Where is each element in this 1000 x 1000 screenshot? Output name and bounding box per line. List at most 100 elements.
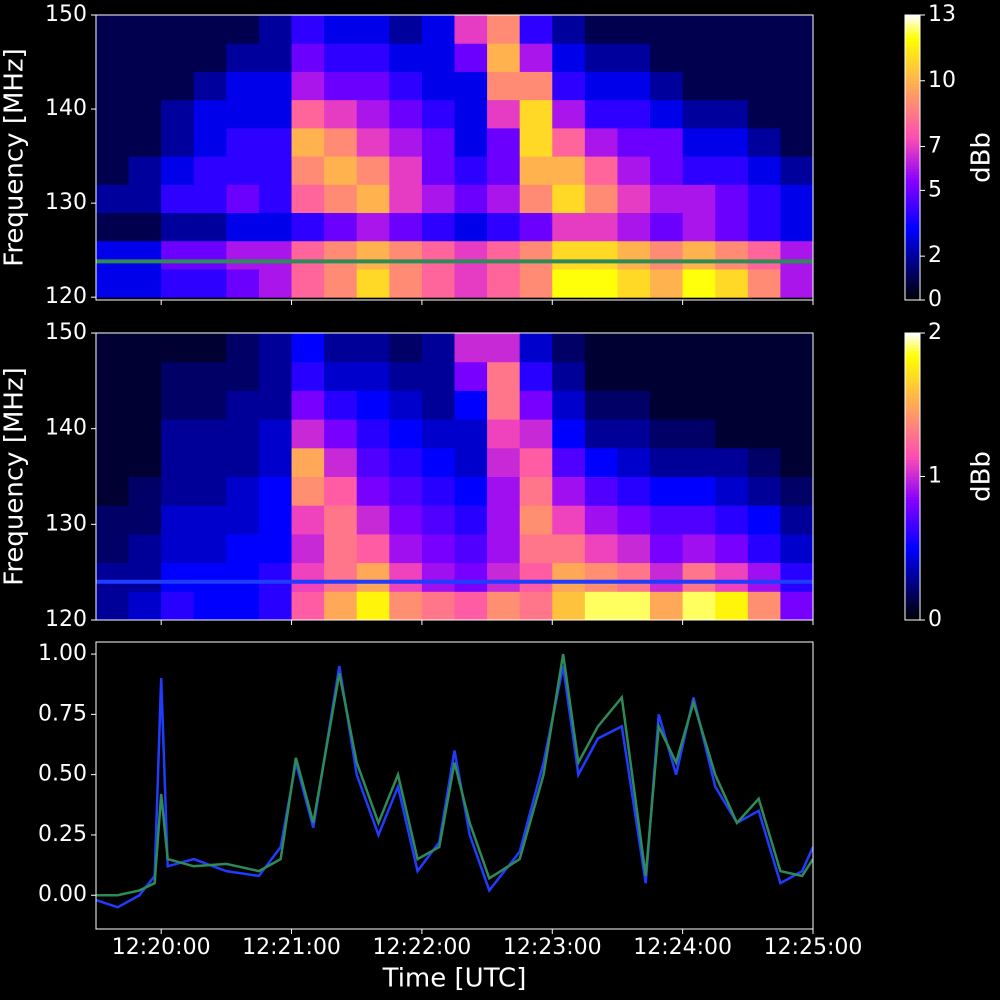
heat-cell (324, 419, 358, 449)
colorbar-step (905, 257, 920, 261)
heat-cell (454, 476, 488, 506)
heat-cell (421, 268, 455, 298)
heat-cell (780, 447, 813, 477)
heat-cell (193, 361, 227, 391)
heat-cell (650, 562, 684, 592)
colorbar-step (905, 211, 920, 215)
heat-cell (650, 15, 684, 44)
heat-cell (258, 43, 293, 72)
colorbar-step (905, 444, 920, 449)
heat-cell (650, 127, 684, 157)
colorbar-step (905, 482, 920, 486)
heat-cell (747, 43, 781, 72)
heat-cell (356, 333, 390, 363)
colorbar-step (905, 23, 920, 27)
y-tick-label: 140 (45, 416, 87, 441)
colorbar-step (905, 459, 920, 463)
heat-cell (96, 476, 130, 506)
colorbar-step (905, 63, 920, 67)
heat-cell (747, 15, 781, 44)
heat-cell (389, 127, 423, 157)
heat-cell (96, 361, 130, 391)
heat-cell (454, 591, 488, 620)
heat-cell (747, 184, 781, 214)
heat-cell (519, 156, 553, 185)
heat-cell (617, 390, 651, 420)
colorbar-step (905, 109, 920, 113)
colorbar-step (905, 333, 920, 337)
heat-cell (747, 505, 781, 535)
heat-cell (96, 156, 130, 185)
heat-cell (421, 533, 455, 564)
heat-cell (487, 268, 521, 298)
heat-cell (617, 505, 651, 535)
colorbar-step (905, 476, 920, 480)
plot-area (96, 15, 813, 298)
colorbar-step (905, 341, 920, 345)
heat-cell (519, 591, 553, 620)
colorbar-step (905, 599, 920, 604)
heat-cell (128, 156, 162, 185)
colorbar-step (905, 562, 920, 566)
colorbar-step (905, 168, 920, 173)
colorbar-step (905, 217, 920, 221)
heat-cell (389, 156, 423, 185)
x-tick-label: 12:22:00 (373, 935, 472, 960)
colorbar-step (905, 499, 920, 503)
colorbar-step (905, 160, 920, 164)
heat-cell (421, 476, 455, 506)
colorbar-step (905, 214, 920, 218)
heat-cell (715, 447, 749, 477)
heat-cell (258, 156, 293, 185)
heat-cell (715, 562, 749, 592)
heat-cell (128, 533, 162, 564)
colorbar-step (905, 231, 920, 235)
heat-cell (161, 447, 195, 477)
colorbar-step (905, 237, 920, 241)
colorbar-step (905, 413, 920, 417)
heat-cell (193, 505, 227, 535)
colorbar-step (905, 148, 920, 153)
colorbar-step (905, 467, 920, 472)
heat-cell (258, 240, 293, 270)
heat-cell (650, 419, 684, 449)
colorbar-step (905, 34, 920, 39)
colorbar-step (905, 582, 920, 587)
heat-cell (454, 390, 488, 420)
heat-cell (584, 43, 618, 72)
colorbar-step (905, 271, 920, 275)
heat-cell (650, 268, 684, 298)
heat-cell (96, 505, 130, 535)
heat-cell (193, 156, 227, 185)
heat-cell (324, 156, 358, 185)
heat-cell (682, 127, 716, 157)
colorbar-step (905, 430, 920, 434)
colorbar-step (905, 347, 920, 351)
colorbar-step (905, 508, 920, 512)
colorbar-step (905, 223, 920, 227)
y-tick-label: 130 (45, 190, 87, 215)
heat-cell (584, 533, 618, 564)
colorbar-step (905, 381, 920, 386)
heat-cell (454, 184, 488, 214)
y-axis-label: Frequency [MHz] (0, 48, 30, 267)
colorbar-step (905, 203, 920, 207)
heat-cell (324, 333, 358, 363)
colorbar-step (905, 585, 920, 589)
colorbar-tick-label: 2 (928, 320, 942, 345)
heat-cell (780, 71, 813, 101)
heat-cell (161, 71, 195, 101)
heat-cell (161, 15, 195, 44)
colorbar-step (905, 611, 920, 615)
heat-cell (389, 99, 423, 129)
heat-cell (454, 361, 488, 391)
heat-cell (161, 361, 195, 391)
heat-cell (96, 212, 130, 242)
colorbar-step (905, 166, 920, 170)
colorbar-step (905, 588, 920, 592)
colorbar-step (905, 220, 920, 224)
colorbar-step (905, 248, 920, 253)
heat-cell (552, 127, 586, 157)
colorbar-step (905, 591, 920, 595)
heat-cell (584, 447, 618, 477)
